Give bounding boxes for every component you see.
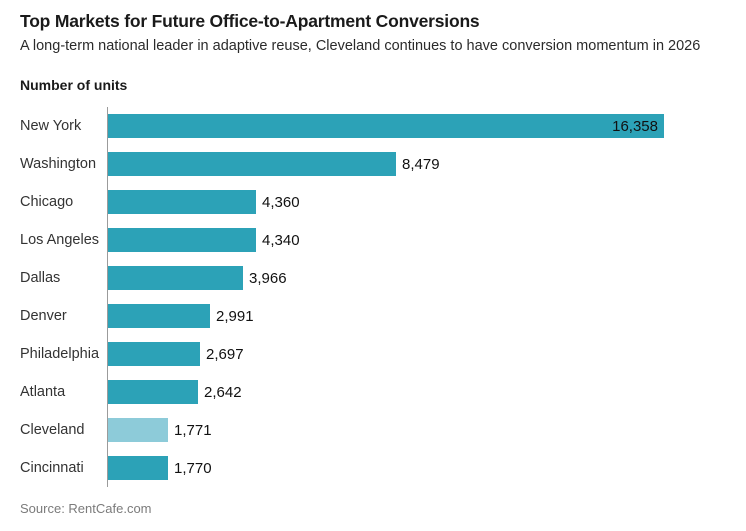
bar [108, 266, 243, 290]
bar [108, 342, 200, 366]
category-label: Chicago [20, 194, 74, 210]
category-label: New York [20, 118, 82, 134]
category-label: Cleveland [20, 422, 85, 438]
bar-highlighted [108, 418, 168, 442]
bar-row: Chicago 4,360 [20, 183, 726, 221]
axis-label: Number of units [20, 77, 128, 93]
bar [108, 152, 396, 176]
bar-area: 2,991 [107, 297, 726, 335]
bar-row: Atlanta 2,642 [20, 373, 726, 411]
bar-row: Dallas 3,966 [20, 259, 726, 297]
value-label: 4,360 [262, 193, 300, 211]
bar-area: 8,479 [107, 145, 726, 183]
category-label: Atlanta [20, 384, 66, 400]
bar [108, 380, 198, 404]
bar-area: 4,360 [107, 183, 726, 221]
bar-area: 2,642 [107, 373, 726, 411]
bar-row: Los Angeles 4,340 [20, 221, 726, 259]
bar [108, 190, 256, 214]
bar [108, 456, 168, 480]
bar-area: 2,697 [107, 335, 726, 373]
value-label: 4,340 [262, 231, 300, 249]
category-label: Philadelphia [20, 346, 100, 362]
bar-row: Washington 8,479 [20, 145, 726, 183]
chart-page: Top Markets for Future Office-to-Apartme… [20, 11, 726, 516]
bar-row: New York 16,358 [20, 107, 726, 145]
value-label: 1,770 [174, 459, 212, 477]
value-label: 1,771 [174, 421, 212, 439]
category-label: Dallas [20, 270, 61, 286]
bar [108, 228, 256, 252]
bar: 16,358 [108, 114, 664, 138]
value-label: 3,966 [249, 269, 287, 287]
value-label: 16,358 [612, 117, 658, 135]
bar-row: Cleveland 1,771 [20, 411, 726, 449]
category-label: Denver [20, 308, 67, 324]
bar-area: 1,771 [107, 411, 726, 449]
bar-area: 16,358 [107, 107, 726, 145]
bar-area: 1,770 [107, 449, 726, 487]
bar-row: Philadelphia 2,697 [20, 335, 726, 373]
value-label: 8,479 [402, 155, 440, 173]
bar-area: 3,966 [107, 259, 726, 297]
category-label: Washington [20, 156, 97, 172]
chart-title: Top Markets for Future Office-to-Apartme… [20, 11, 480, 31]
chart-subtitle: A long-term national leader in adaptive … [20, 38, 701, 54]
value-label: 2,642 [204, 383, 242, 401]
bar-area: 4,340 [107, 221, 726, 259]
bar-row: Cincinnati 1,770 [20, 449, 726, 487]
bar [108, 304, 210, 328]
value-label: 2,697 [206, 345, 244, 363]
source-note: Source: RentCafe.com [20, 501, 152, 516]
bar-chart: New York 16,358 Washington 8,479 Chicago 4,36… [20, 107, 726, 487]
value-label: 2,991 [216, 307, 254, 325]
category-label: Los Angeles [20, 232, 100, 248]
category-label: Cincinnati [20, 460, 84, 476]
bar-row: Denver 2,991 [20, 297, 726, 335]
